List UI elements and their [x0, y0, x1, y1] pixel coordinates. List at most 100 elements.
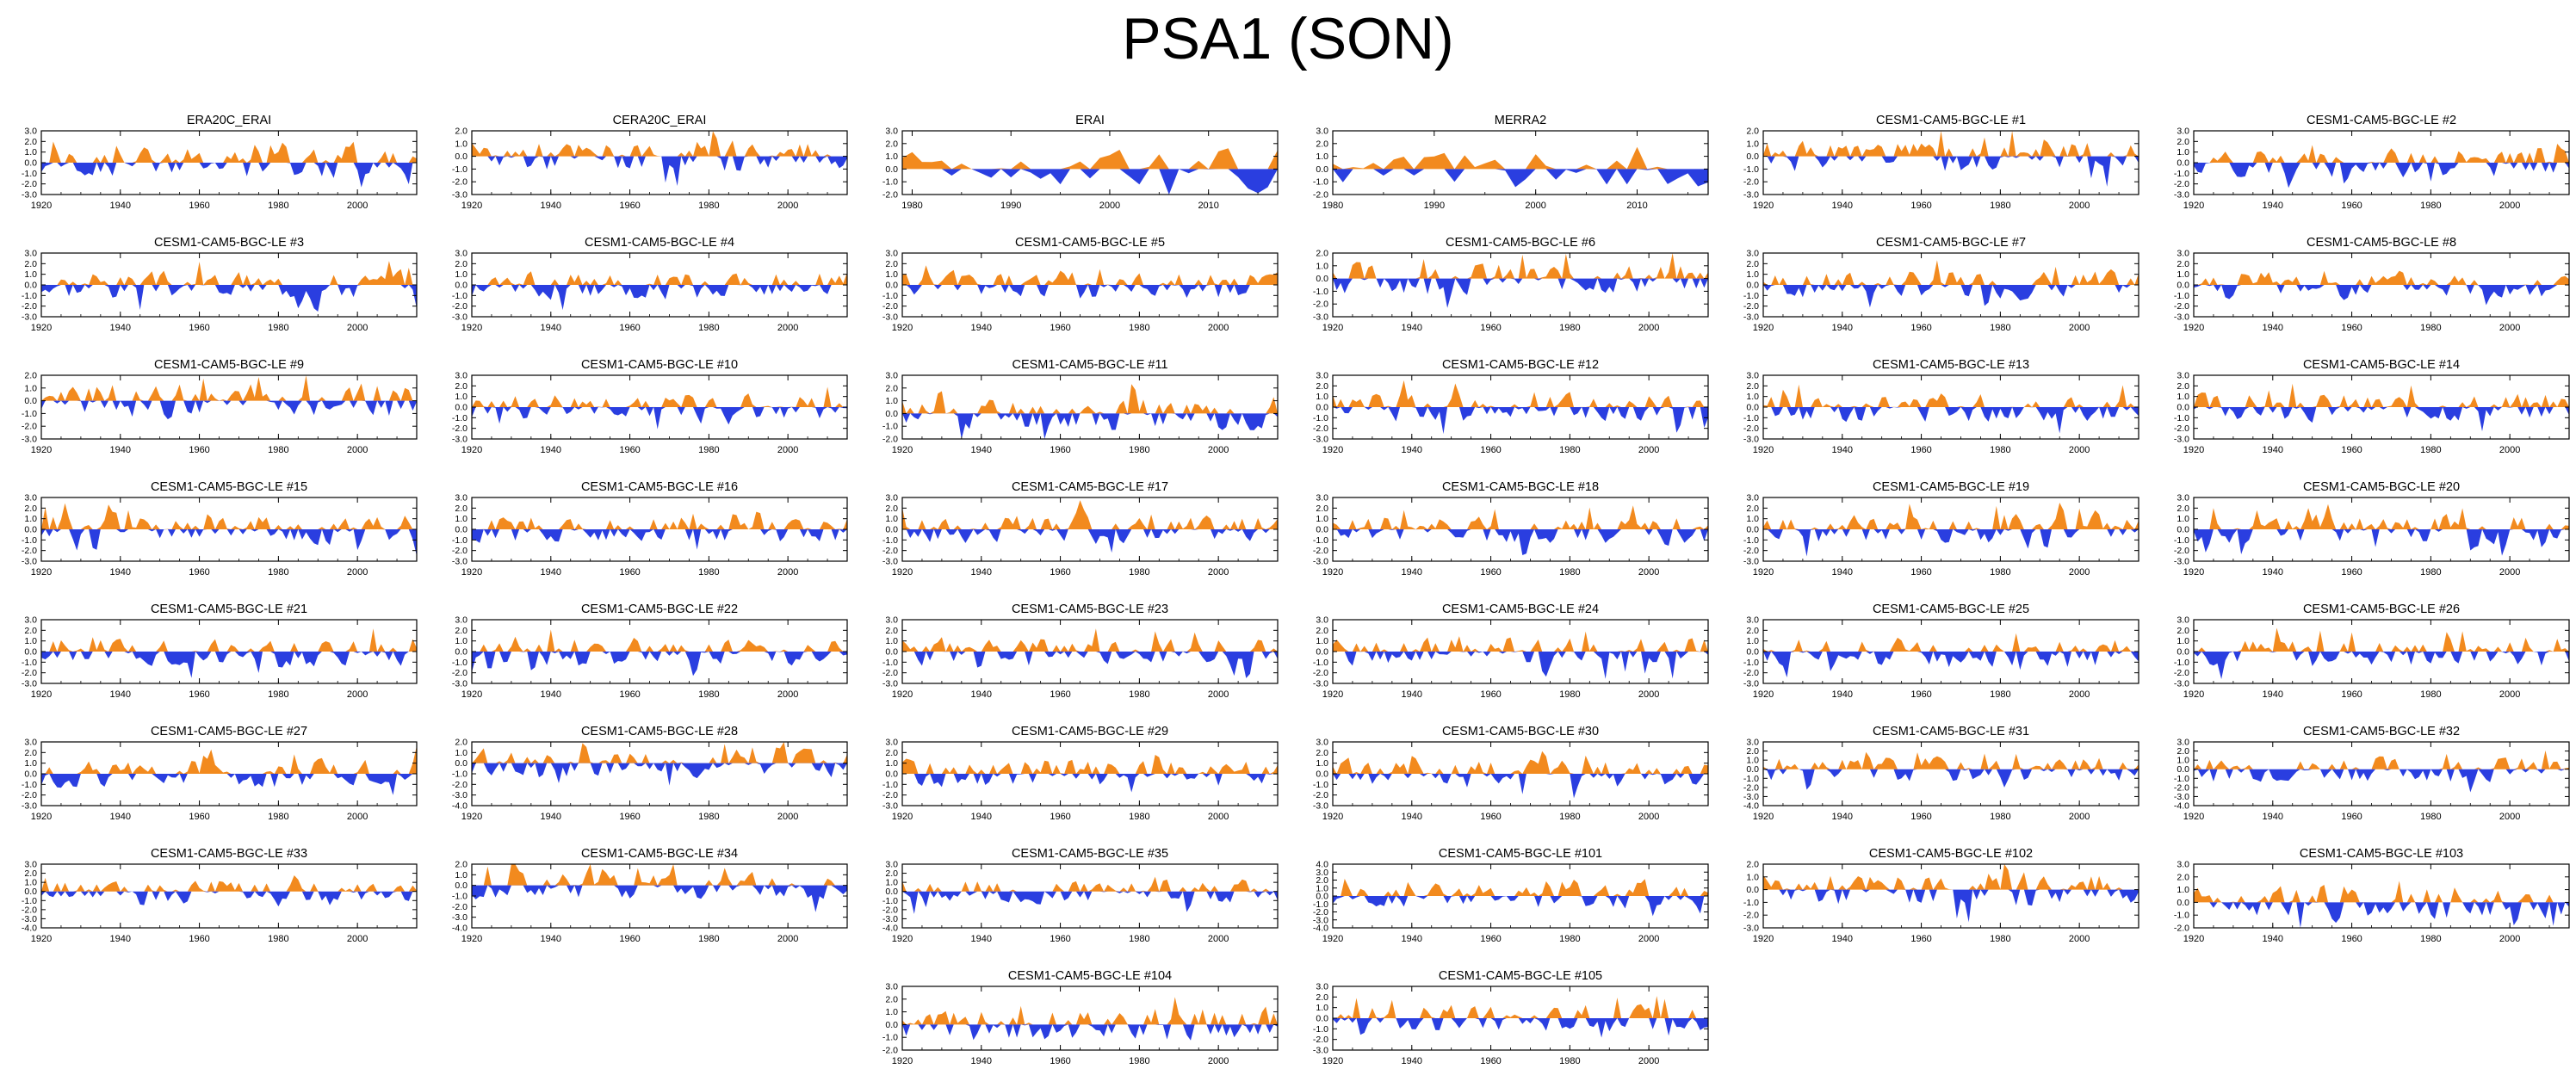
y-tick-label: 0.0: [1746, 647, 1759, 658]
x-tick-label: 1980: [1322, 201, 1343, 211]
y-tick-label: 2.0: [24, 868, 37, 879]
panel-frame: [40, 863, 418, 929]
y-tick-label: 1.0: [455, 514, 468, 524]
y-tick-label: 2.0: [885, 259, 898, 269]
x-tick-label: 1980: [2420, 323, 2441, 333]
x-tick-label: 1920: [1753, 445, 1774, 455]
panel-13: CESM1-CAM5-BGC-LE #9 2.0 1.0 0.0 -1.0 -2.0 -3.…: [22, 358, 418, 455]
y-tick-label: 2.0: [1746, 381, 1759, 392]
panel-7: CESM1-CAM5-BGC-LE #3 3.02.01.00.0-1.0-2.0…: [22, 236, 418, 333]
y-tick-label: -1.0: [452, 892, 468, 902]
x-tick-label: 1960: [1480, 1056, 1501, 1066]
x-tick-label: 1980: [1129, 689, 1149, 700]
y-tick-label: 1.0: [24, 269, 37, 280]
y-tick-label: 3.0: [24, 127, 37, 137]
x-tick-label: 1940: [541, 323, 561, 333]
x-tick-label: 1980: [2420, 689, 2441, 700]
positive-area: [1333, 631, 1708, 652]
y-tick-label: 2.0: [1746, 746, 1759, 757]
y-tick-label: -3.0: [452, 679, 468, 689]
x-tick-label: 1940: [1402, 934, 1422, 944]
x-tick-label: 1980: [1129, 567, 1149, 578]
y-tick-label: -1.0: [1743, 898, 1759, 908]
x-tick-label: 1980: [698, 445, 719, 455]
y-tick-label: -3.0: [452, 557, 468, 567]
x-tick-label: 1960: [1480, 567, 1501, 578]
panel-title: CESM1-CAM5-BGC-LE #105: [1439, 969, 1602, 983]
x-tick-label: 1920: [31, 934, 52, 944]
x-tick-label: 1960: [1910, 445, 1931, 455]
panel-frame: [1332, 252, 1709, 318]
y-tick-label: -3.0: [1313, 915, 1328, 925]
x-tick-label: 1980: [2420, 567, 2441, 578]
x-tick-label: 2000: [1638, 812, 1659, 822]
x-tick-label: 1920: [1753, 201, 1774, 211]
x-tick-label: 1960: [1050, 1056, 1070, 1066]
positive-area: [2194, 627, 2569, 652]
y-tick-label: -1.0: [2174, 535, 2189, 546]
negative-area: [902, 891, 1278, 914]
x-tick-label: 1940: [1402, 445, 1422, 455]
x-tick-label: 1980: [1990, 567, 2010, 578]
y-tick-label: -2.0: [1313, 300, 1328, 310]
negative-area: [2194, 769, 2569, 793]
panel-title: CESM1-CAM5-BGC-LE #6: [1446, 236, 1595, 250]
x-tick-label: 1960: [619, 567, 640, 578]
y-tick-label: -2.0: [1313, 790, 1328, 800]
y-tick-label: -3.0: [1743, 435, 1759, 445]
x-tick-label: 1960: [189, 567, 209, 578]
y-tick-label: 0.0: [2177, 647, 2189, 658]
y-tick-label: 1.0: [2177, 885, 2189, 895]
y-tick-label: 3.0: [2177, 615, 2189, 626]
y-tick-label: 0.0: [24, 887, 37, 897]
negative-area: [2194, 529, 2569, 556]
y-tick-label: -2.0: [2174, 179, 2189, 189]
y-tick-label: -2.0: [1743, 423, 1759, 434]
x-tick-label: 2000: [1208, 445, 1229, 455]
x-tick-label: 1920: [1322, 567, 1343, 578]
panel-title: CESM1-CAM5-BGC-LE #35: [1012, 847, 1168, 861]
y-tick-label: 0.0: [455, 758, 468, 769]
y-tick-label: -2.0: [22, 422, 37, 432]
negative-area: [902, 285, 1278, 299]
y-tick-label: -2.0: [1313, 423, 1328, 434]
y-tick-label: -2.0: [882, 435, 898, 445]
y-tick-label: -1.0: [1743, 535, 1759, 546]
x-tick-label: 1920: [1753, 934, 1774, 944]
x-tick-label: 1980: [1990, 201, 2010, 211]
x-tick-label: 1920: [892, 1056, 913, 1066]
y-tick-label: 2.0: [2177, 381, 2189, 392]
y-tick-label: 3.0: [1316, 371, 1328, 381]
x-tick-label: 1940: [541, 567, 561, 578]
x-tick-label: 2000: [1638, 689, 1659, 700]
y-tick-label: -1.0: [1743, 774, 1759, 784]
y-tick-label: -1.0: [882, 422, 898, 432]
y-tick-label: 0.0: [1316, 274, 1328, 284]
panel-title: CESM1-CAM5-BGC-LE #8: [2307, 236, 2456, 250]
y-tick-label: -3.0: [1313, 557, 1328, 567]
panel-5: CESM1-CAM5-BGC-LE #1 2.0 1.0 0.0 -1.0 -2.0 -3.…: [1743, 114, 2139, 211]
x-tick-label: 2000: [777, 323, 798, 333]
x-tick-label: 1960: [2341, 934, 2362, 944]
x-tick-label: 1960: [2341, 323, 2362, 333]
x-tick-label: 1940: [110, 201, 131, 211]
x-tick-label: 1980: [698, 689, 719, 700]
y-tick-label: 2.0: [885, 504, 898, 514]
x-tick-label: 2000: [1638, 445, 1659, 455]
y-tick-label: -1.0: [2174, 658, 2189, 668]
x-tick-label: 1960: [1910, 689, 1931, 700]
x-tick-label: 1980: [268, 689, 288, 700]
x-tick-label: 1980: [698, 934, 719, 944]
panel-title: CESM1-CAM5-BGC-LE #10: [581, 358, 738, 372]
x-tick-label: 1920: [461, 689, 482, 700]
x-tick-label: 1980: [268, 323, 288, 333]
x-tick-label: 1920: [31, 445, 52, 455]
y-tick-label: 1.0: [2177, 756, 2189, 766]
y-tick-label: 1.0: [24, 636, 37, 646]
y-tick-label: -2.0: [1313, 1035, 1328, 1045]
panel-26: CESM1-CAM5-BGC-LE #22 3.02.01.00.0-1.0-2.…: [452, 602, 848, 700]
y-tick-label: -3.0: [2174, 312, 2189, 323]
panel-30: CESM1-CAM5-BGC-LE #26 3.02.01.00.0-1.0-2.…: [2174, 602, 2570, 700]
y-tick-label: 2.0: [1316, 875, 1328, 886]
